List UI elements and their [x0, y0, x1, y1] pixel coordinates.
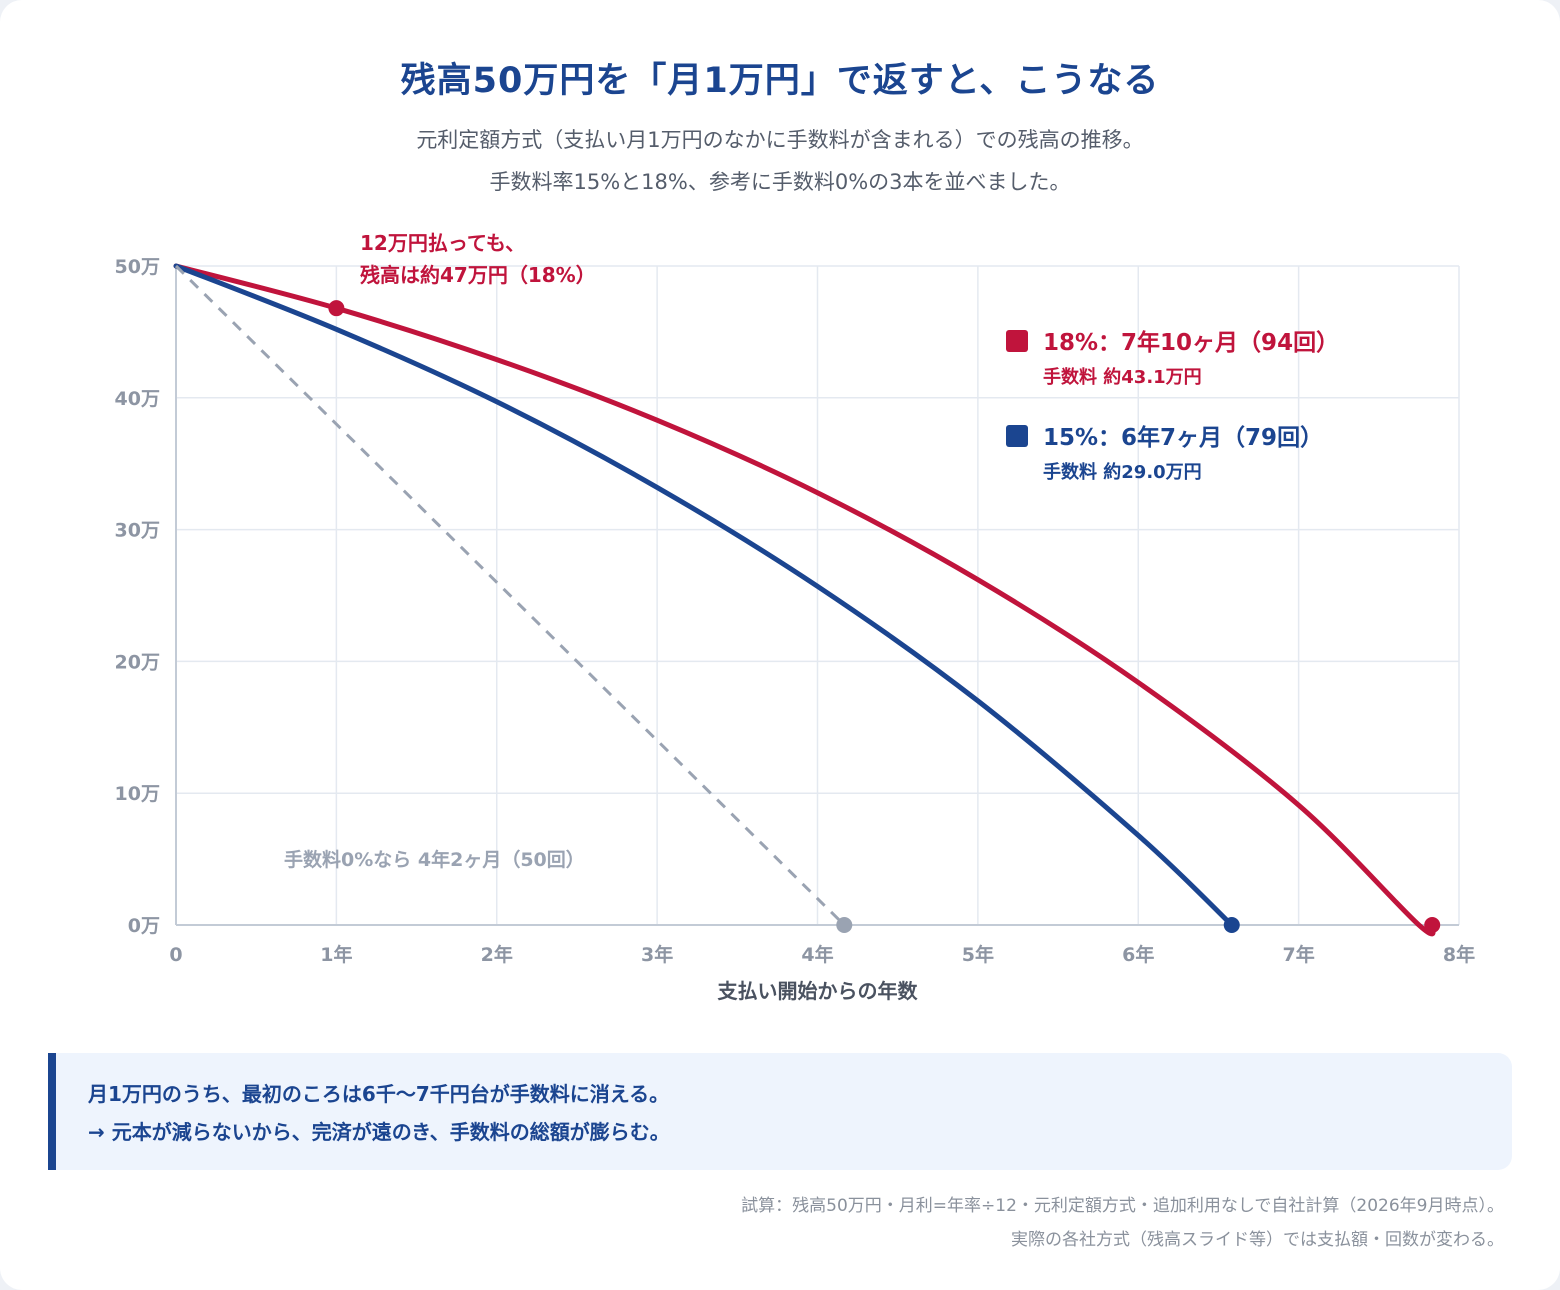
- callout-line-1: 12万円払っても、: [360, 231, 525, 255]
- x-tick-label: 1年: [320, 943, 352, 966]
- x-tick-label: 8年: [1443, 943, 1475, 966]
- y-tick-label: 40万: [115, 388, 160, 410]
- callout-line-2: 残高は約47万円（18%）: [360, 263, 596, 287]
- legend-swatch: [1006, 330, 1028, 352]
- y-tick-label: 10万: [115, 783, 160, 805]
- x-tick-label: 7年: [1283, 943, 1315, 966]
- data-point-marker: [328, 300, 345, 317]
- x-tick-label: 5年: [962, 943, 994, 966]
- series-line-r18: [173, 263, 1436, 937]
- subtitle-line-2: 手数料率15%と18%、参考に手数料0%の3本を並べました。: [489, 170, 1071, 194]
- x-tick-label: 2年: [481, 943, 513, 966]
- takeaway-note: 月1万円のうち、最初のころは6千〜7千円台が手数料に消える。 → 元本が減らない…: [48, 1053, 1512, 1170]
- y-tick-label: 50万: [115, 256, 160, 278]
- data-point-marker: [1223, 917, 1240, 933]
- legend-label: 15%：6年7ヶ月（79回）: [1043, 424, 1323, 451]
- note-line-2: → 元本が減らないから、完済が遠のき、手数料の総額が膨らむ。: [88, 1120, 670, 1144]
- balance-line-chart: 0 1年 2年 3年 4年 5年 6年 7年 8年 0万 10万 20万 30万 40万 50万支払い開始か…: [115, 231, 1476, 1003]
- y-tick-label: 30万: [115, 520, 160, 542]
- x-tick-label: 0: [169, 944, 182, 966]
- legend-sublabel: 手数料 約43.1万円: [1043, 366, 1202, 388]
- legend-sublabel: 手数料 約29.0万円: [1043, 461, 1202, 483]
- x-tick-label: 4年: [801, 943, 833, 966]
- footnote-line-1: 試算：残高50万円・月利=年率÷12・元利定額方式・追加利用なしで自社計算（20…: [741, 1196, 1504, 1216]
- legend-swatch: [1006, 425, 1028, 447]
- y-tick-label: 20万: [115, 651, 160, 673]
- x-axis-title: 支払い開始からの年数: [718, 979, 919, 1003]
- subtitle-line-1: 元利定額方式（支払い月1万円のなかに手数料が含まれる）での残高の推移。: [416, 128, 1144, 152]
- x-tick-label: 3年: [641, 943, 673, 966]
- legend-label: 18%：7年10ヶ月（94回）: [1043, 329, 1339, 356]
- data-point-marker: [836, 917, 853, 933]
- page-title: 残高50万円を「月1万円」で返すと、こうなる: [400, 61, 1160, 101]
- series-line-r15: [173, 263, 1235, 928]
- note-line-1: 月1万円のうち、最初のころは6千〜7千円台が手数料に消える。: [88, 1082, 670, 1106]
- data-point-marker: [1424, 917, 1441, 933]
- footnote-line-2: 実際の各社方式（残高スライド等）では支払額・回数が変わる。: [1011, 1230, 1504, 1250]
- zero-fee-label: 手数料0%なら 4年2ヶ月（50回）: [284, 848, 585, 871]
- series-line-r0: [174, 264, 846, 927]
- x-tick-label: 6年: [1122, 943, 1154, 966]
- y-tick-label: 0万: [128, 915, 160, 937]
